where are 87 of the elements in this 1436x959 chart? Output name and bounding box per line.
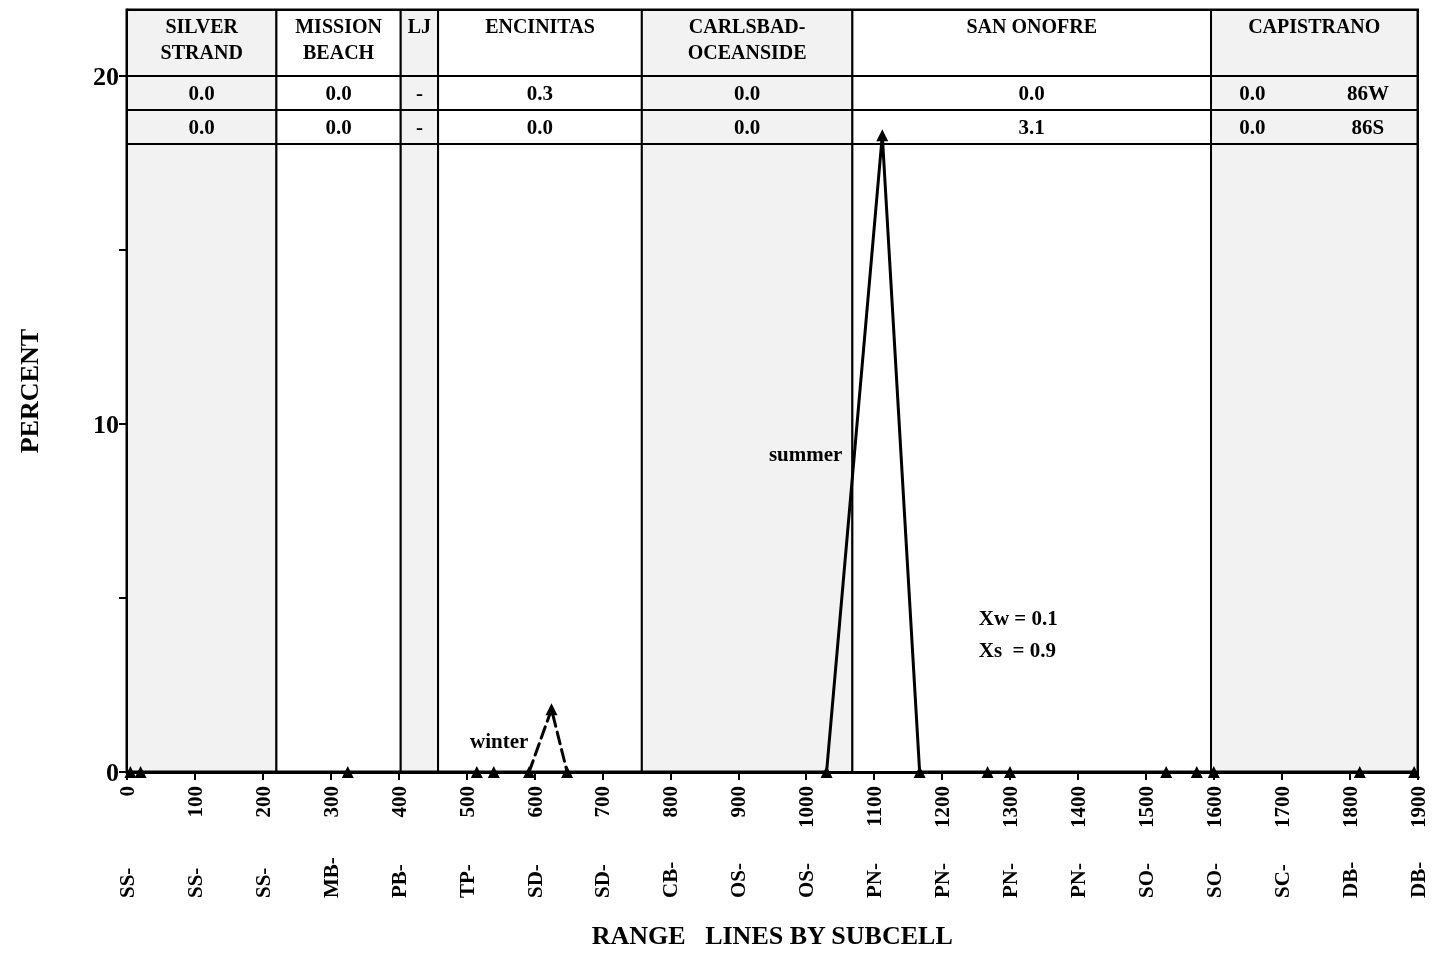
text: SS-	[250, 867, 275, 898]
point	[470, 766, 483, 778]
annotation: 0.0	[1018, 81, 1045, 106]
text: DB-	[1337, 861, 1362, 898]
text: OS-	[726, 862, 751, 898]
text: SC-	[1269, 864, 1294, 898]
x-tick-label: 800	[658, 786, 683, 818]
point	[134, 766, 147, 778]
x-tick-label: 1100	[862, 786, 887, 827]
annotation: -	[415, 81, 423, 106]
point	[561, 766, 574, 778]
annotation: 0.0	[325, 81, 352, 106]
y-axis-title: PERCENT	[14, 328, 44, 454]
annotation: -	[415, 115, 423, 140]
annotation: 0.0	[188, 81, 215, 106]
text: DB-	[1405, 861, 1430, 898]
point	[1160, 766, 1173, 778]
x-tick-label: 1400	[1065, 786, 1090, 828]
annotation: 86S	[1351, 115, 1385, 140]
x-tick-label: 1300	[997, 786, 1022, 828]
text: CB-	[658, 861, 683, 898]
band-label: LJ	[407, 15, 432, 37]
annotation: 0.0	[1239, 81, 1266, 106]
point	[820, 766, 833, 778]
band-label: CAPISTRANO	[1248, 15, 1381, 37]
x-tick-label: 600	[522, 786, 547, 818]
point	[487, 766, 500, 778]
annotation: 0.0	[1239, 115, 1266, 140]
y-tick-label: 20	[93, 61, 119, 91]
series-label: winter	[469, 728, 529, 753]
x-tick-label: 700	[590, 786, 615, 818]
x-tick-label: 200	[250, 786, 275, 818]
x-tick-label: 1700	[1269, 786, 1294, 828]
point	[876, 129, 889, 142]
annotation: 3.1	[1018, 115, 1045, 140]
y-tick-label: 0	[106, 757, 119, 787]
band-label: ENCINITAS	[485, 15, 595, 37]
x-tick-label: 1600	[1201, 786, 1226, 828]
text: PN-	[1065, 863, 1090, 898]
band-label: SAN ONOFRE	[966, 15, 1097, 37]
x-axis-title: RANGE LINES BY SUBCELL	[591, 920, 953, 950]
text: PN-	[930, 863, 955, 898]
band-label: MISSION BEACH	[295, 15, 383, 63]
text: OS-	[794, 862, 819, 898]
point	[1190, 766, 1203, 778]
text: SS-	[115, 867, 139, 898]
text: SO-	[1133, 862, 1158, 898]
annotation: 0.0	[188, 115, 215, 140]
series-label: summer	[768, 441, 843, 466]
annotation: 0.0	[733, 81, 761, 106]
annotation: 0.0	[325, 115, 352, 140]
annotation: 0.0	[526, 115, 554, 140]
point	[1207, 766, 1220, 778]
point	[913, 766, 926, 778]
band-label: CARLSBAD- OCEANSIDE	[687, 15, 807, 63]
text: PN-	[862, 863, 887, 898]
text: PN-	[997, 863, 1022, 898]
y-tick-label: 10	[93, 409, 119, 439]
x-tick-label: 400	[386, 786, 411, 818]
x-tick-label: 0	[115, 786, 139, 797]
point	[545, 703, 558, 716]
point	[981, 766, 994, 778]
x-tick-label: 1200	[930, 786, 955, 828]
point	[341, 766, 354, 778]
x-tick-label: 1500	[1133, 786, 1158, 828]
text: SD-	[522, 864, 547, 898]
text: SD-	[590, 864, 615, 898]
band-label: SILVER STRAND	[160, 15, 243, 63]
x-tick-label: 1900	[1405, 786, 1430, 828]
annotation: 86W	[1346, 81, 1389, 106]
x-tick-label: 100	[182, 786, 207, 818]
annotation: Xs = 0.9	[978, 638, 1057, 663]
text: SS-	[182, 867, 207, 898]
annotation: Xw = 0.1	[978, 606, 1058, 631]
x-tick-label: 1800	[1337, 786, 1362, 828]
annotation: 0.0	[733, 115, 761, 140]
point	[1003, 766, 1016, 778]
x-tick-label: 500	[454, 786, 479, 818]
annotation: 0.3	[526, 81, 554, 106]
x-tick-label: 1000	[794, 786, 819, 828]
x-tick-label: 900	[726, 786, 751, 818]
text: PB-	[386, 864, 411, 898]
text: MB-	[318, 857, 343, 898]
point	[1353, 766, 1366, 778]
text: TP-	[454, 864, 479, 898]
text: SO-	[1201, 862, 1226, 898]
x-tick-label: 300	[318, 786, 343, 818]
